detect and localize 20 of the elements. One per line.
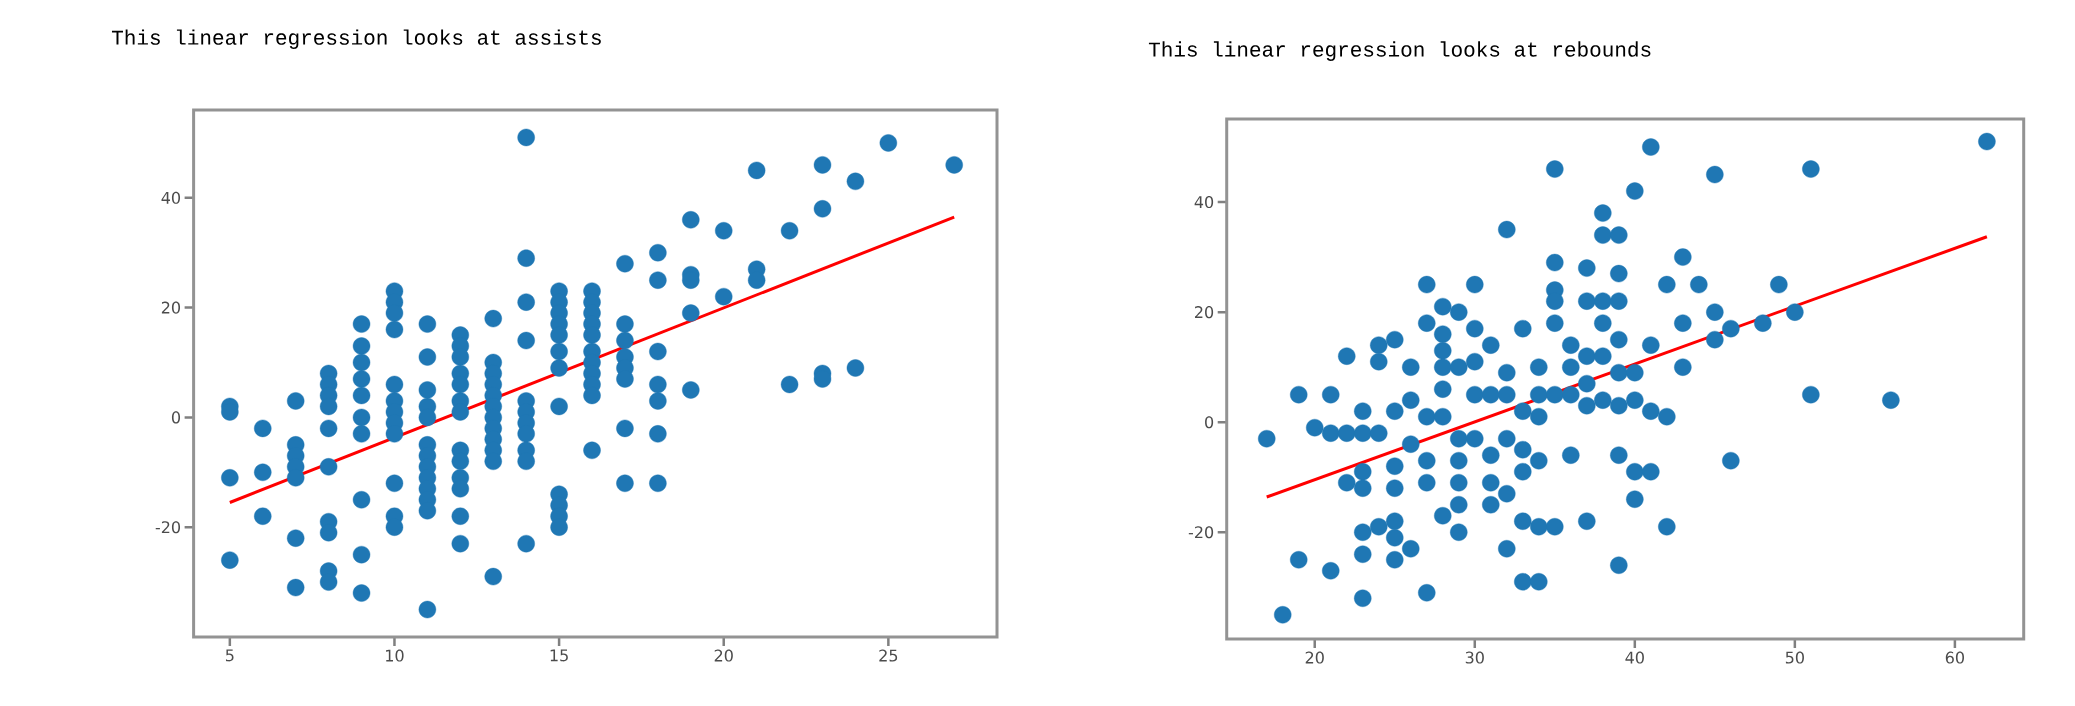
x-tick-label: 60 <box>1945 651 1964 664</box>
y-tick-label: 0 <box>171 411 181 424</box>
y-tick-label: 40 <box>161 191 181 204</box>
x-tick-label: 15 <box>550 649 568 662</box>
chart-title: This linear regression looks at rebounds <box>1148 41 1651 61</box>
y-tick-label: -20 <box>1188 526 1214 539</box>
x-tick-label: 10 <box>386 649 404 662</box>
y-tick-label: 20 <box>1194 306 1214 319</box>
x-tick-label: 20 <box>1305 651 1324 664</box>
y-tick-label: 40 <box>1194 196 1214 209</box>
x-tick-label: 5 <box>225 649 234 662</box>
y-tick-label: -20 <box>155 521 181 534</box>
x-tick-label: 25 <box>879 649 898 662</box>
x-tick-label: 30 <box>1465 651 1484 664</box>
y-tick-label: 20 <box>161 301 181 314</box>
y-tick-label: 0 <box>1205 416 1214 429</box>
x-tick-label: 40 <box>1625 651 1644 664</box>
x-tick-label: 20 <box>714 649 733 662</box>
x-tick-label: 50 <box>1785 651 1804 664</box>
chart-title: This linear regression looks at assists <box>111 29 601 49</box>
